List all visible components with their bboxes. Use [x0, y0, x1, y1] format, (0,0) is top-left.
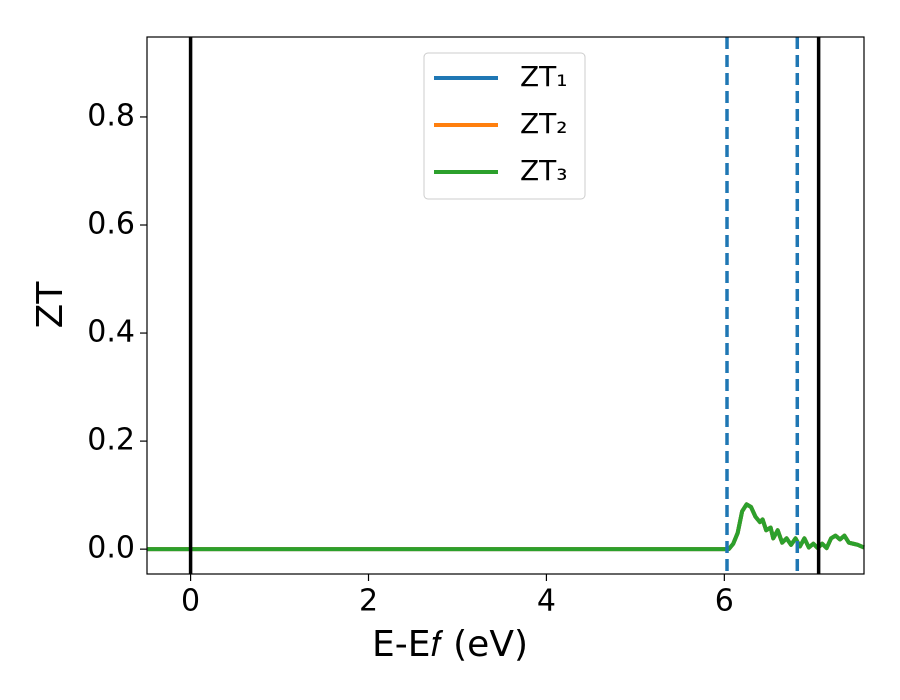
line-series — [147, 502, 865, 552]
y-tick-label: 0.4 — [87, 315, 135, 350]
x-tick-label: 4 — [537, 584, 556, 619]
y-tick-label: 0.0 — [87, 531, 135, 566]
plot-frame — [146, 36, 865, 575]
y-axis-label: ZT — [30, 281, 71, 329]
line-series — [147, 502, 865, 552]
legend-label: ZT₃ — [520, 154, 568, 187]
legend-box — [423, 52, 586, 200]
y-tick-label: 0.8 — [87, 98, 135, 133]
x-tick-label: 6 — [715, 584, 734, 619]
x-tick-label: 2 — [359, 584, 378, 619]
y-tick-label: 0.2 — [87, 423, 135, 458]
y-tick-label: 0.6 — [87, 207, 135, 242]
legend-label: ZT₂ — [520, 107, 568, 140]
legend-label: ZT₁ — [520, 60, 568, 93]
x-axis-label: E-E𝑓 (eV) — [372, 624, 528, 665]
line-series — [147, 502, 865, 552]
x-tick-label: 0 — [181, 584, 200, 619]
